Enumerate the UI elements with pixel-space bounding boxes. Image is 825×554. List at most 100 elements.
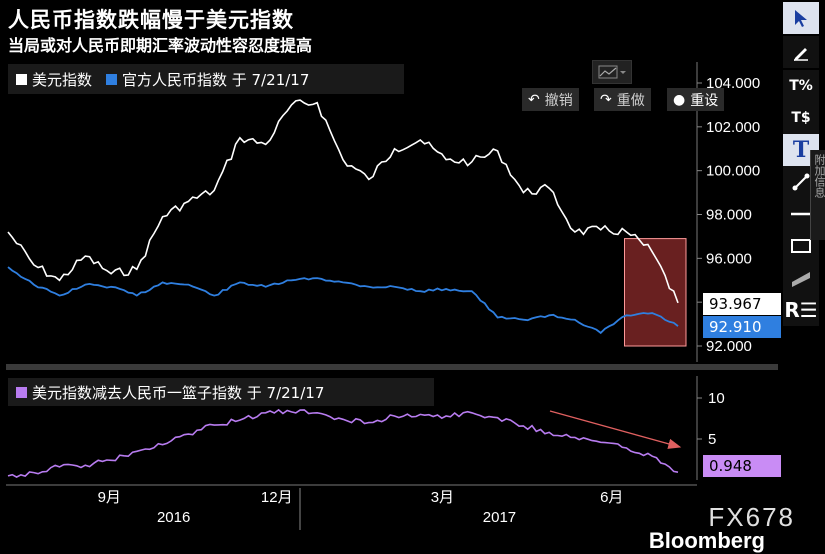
line-chart-icon — [598, 65, 626, 79]
data-point-spread — [393, 414, 397, 418]
data-point-cny — [650, 311, 654, 315]
undo-label: 撤销 — [544, 92, 573, 109]
data-point-usd — [341, 158, 345, 162]
data-point-usd — [418, 138, 422, 142]
y-tick-label: 96.000 — [706, 250, 752, 267]
data-point-cny — [470, 289, 474, 293]
data-point-spread — [599, 440, 603, 444]
reset-button[interactable]: ● 重设 — [667, 88, 725, 111]
dollar-icon: T$ — [791, 110, 811, 126]
data-point-spread — [58, 465, 62, 469]
x-tick-label: 9月 — [98, 489, 121, 506]
y-tick-label: 92.000 — [706, 338, 752, 355]
data-point-spread — [238, 418, 242, 422]
data-point-cny — [315, 276, 319, 280]
data-point-cny — [393, 285, 397, 289]
data-point-cny — [289, 278, 293, 282]
data-point-cny — [341, 280, 345, 284]
x-tick-label: 3月 — [431, 489, 454, 506]
legend-item-spread[interactable]: 美元指数减去人民币一篮子指数 于 7/21/17 — [16, 382, 324, 403]
data-point-cny — [264, 285, 268, 289]
data-point-cny — [599, 331, 603, 335]
line-icon — [792, 173, 810, 191]
highlight-box — [624, 238, 687, 347]
horizontal-line-icon — [791, 212, 811, 216]
data-point-cny — [212, 294, 216, 298]
r-tool[interactable]: R☰ — [783, 294, 819, 326]
data-point-spread — [289, 410, 293, 414]
chart-type-dropdown[interactable] — [592, 60, 632, 84]
pointer-tool[interactable] — [783, 2, 819, 34]
data-point-spread — [676, 470, 680, 474]
value-tag-usd-text: 93.967 — [709, 295, 762, 313]
data-point-spread — [315, 411, 319, 415]
pointer-icon — [795, 10, 807, 27]
year-label: 2016 — [157, 509, 190, 526]
data-point-spread — [470, 411, 474, 415]
data-point-usd — [676, 301, 680, 305]
y-tick-label: 10 — [708, 390, 725, 407]
data-point-usd — [521, 191, 525, 195]
value-tag-usd: 93.967 — [703, 293, 781, 315]
data-point-spread — [135, 449, 139, 453]
data-point-cny — [367, 285, 371, 289]
panel-separator — [6, 364, 778, 370]
data-point-usd — [83, 254, 87, 258]
y-tick-label: 104.000 — [706, 75, 760, 92]
data-point-usd — [109, 272, 113, 276]
data-point-usd — [58, 278, 62, 282]
data-point-spread — [186, 432, 190, 436]
pen-tool[interactable] — [783, 36, 819, 68]
text-icon: T — [792, 137, 810, 163]
x-tick-label: 6月 — [600, 489, 623, 506]
data-point-spread — [83, 463, 87, 467]
y-tick-label: 102.000 — [706, 119, 760, 136]
data-point-usd — [6, 230, 10, 234]
data-point-spread — [109, 458, 113, 462]
side-tab[interactable]: 附加信息 — [810, 150, 825, 240]
chart-title: 人民币指数跌幅慢于美元指数 — [8, 8, 294, 32]
data-point-usd — [212, 188, 216, 192]
bloomberg-logo: Bloomberg — [648, 528, 765, 553]
value-tag-spread-text: 0.948 — [709, 457, 752, 475]
data-point-cny — [676, 324, 680, 328]
data-point-cny — [521, 318, 525, 322]
legend-swatch-usd — [16, 73, 27, 85]
chart-subtitle: 当局或对人民币即期汇率波动性容忍度提高 — [8, 36, 313, 55]
value-tag-cny-text: 92.910 — [709, 318, 762, 336]
legend-item-cny[interactable]: 官方人民币指数 于 7/21/17 — [106, 69, 309, 90]
data-point-usd — [186, 199, 190, 203]
data-point-cny — [186, 283, 190, 287]
data-point-spread — [573, 435, 577, 439]
data-point-usd — [367, 177, 371, 181]
reset-label: 重设 — [690, 92, 719, 109]
undo-button[interactable]: ↶ 撤销 — [522, 88, 579, 111]
data-point-cny — [418, 289, 422, 293]
data-point-usd — [264, 142, 268, 146]
side-tab-label: 附加信息 — [813, 154, 825, 198]
legend-swatch-cny — [106, 73, 118, 85]
undo-icon: ↶ — [528, 91, 540, 108]
data-point-cny — [573, 318, 577, 322]
data-point-spread — [521, 424, 525, 428]
data-point-usd — [444, 158, 448, 162]
data-point-usd — [624, 230, 628, 234]
dollar-tool[interactable]: T$ — [783, 102, 819, 134]
top-legend: 美元指数 官方人民币指数 于 7/21/17 — [8, 64, 404, 94]
value-tag-spread: 0.948 — [703, 455, 781, 477]
band-tool[interactable] — [783, 262, 819, 294]
redo-button[interactable]: ↷ 重做 — [594, 88, 651, 111]
data-point-spread — [161, 443, 165, 447]
data-point-spread — [32, 471, 36, 475]
legend-item-usd[interactable]: 美元指数 — [16, 69, 92, 90]
y-tick-label: 98.000 — [706, 207, 752, 224]
percent-tool[interactable]: T% — [783, 70, 819, 102]
bottom-legend: 美元指数减去人民币一篮子指数 于 7/21/17 — [8, 378, 434, 406]
data-point-usd — [599, 228, 603, 232]
data-point-cny — [547, 313, 551, 317]
data-point-spread — [496, 416, 500, 420]
data-point-cny — [161, 280, 165, 284]
data-point-usd — [470, 160, 474, 164]
series-line-cny-index — [7, 266, 679, 335]
reset-icon: ● — [673, 91, 686, 108]
